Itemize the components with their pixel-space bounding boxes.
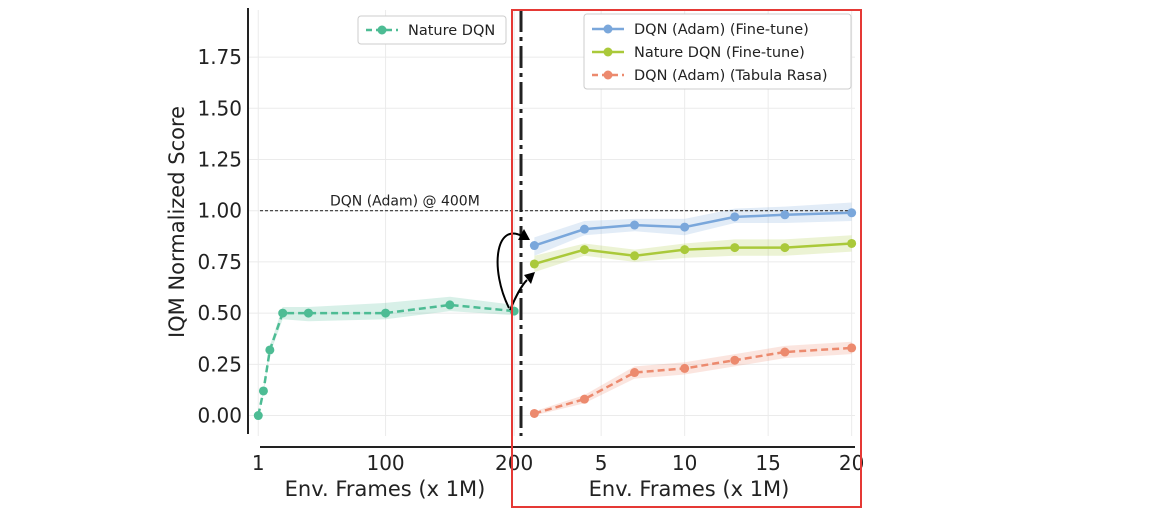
left-legend: Nature DQN — [357, 15, 507, 45]
data-point-nature-dqn — [265, 345, 275, 355]
axes-layer — [247, 8, 855, 448]
transfer-arrow-bottom-head — [524, 272, 535, 284]
y-tick-label: 1.00 — [197, 199, 242, 223]
y-tick-label: 0.00 — [197, 404, 242, 428]
left-legend-box — [357, 15, 507, 45]
right-x-axis-label: Env. Frames (x 1M) — [589, 477, 790, 501]
transfer-arrows — [496, 229, 535, 311]
data-point-nature-dqn-fine-tune — [847, 238, 857, 248]
data-point-dqn-adam-tabula-rasa — [730, 355, 740, 365]
band-nature-dqn-fine-tune — [534, 235, 852, 273]
x-tick-label: 100 — [366, 451, 404, 475]
data-point-dqn-adam-tabula-rasa — [579, 394, 589, 404]
data-point-nature-dqn-fine-tune — [780, 243, 790, 253]
legend-label-dqn-adam-finetune: DQN (Adam) (Fine-tune) — [634, 22, 809, 38]
legend-marker-nature-dqn-finetune — [603, 47, 613, 57]
legend-marker-dqn-adam-tabula-rasa — [603, 70, 613, 80]
data-point-nature-dqn — [253, 411, 263, 421]
data-point-nature-dqn — [278, 308, 288, 318]
data-point-dqn-adam-fine-tune — [680, 222, 690, 232]
transfer-arrow-top — [496, 232, 523, 309]
x-tick-label: 15 — [755, 451, 780, 475]
data-point-dqn-adam-fine-tune — [847, 208, 857, 218]
transfer-arrow-top-head — [518, 229, 530, 240]
y-tick-label: 0.25 — [197, 352, 242, 376]
reference-line-label: DQN (Adam) @ 400M — [330, 194, 480, 210]
data-point-dqn-adam-fine-tune — [780, 210, 790, 220]
y-axis-label: IQM Normalized Score — [165, 106, 189, 338]
ticks-layer: 0.00 0.25 0.50 0.75 1.00 1.25 1.50 1.75 1 100 200 5… — [197, 45, 864, 475]
data-point-nature-dqn — [303, 308, 313, 318]
points-layer — [253, 208, 857, 421]
data-point-dqn-adam-tabula-rasa — [680, 363, 690, 373]
x-tick-label: 5 — [595, 451, 608, 475]
data-point-nature-dqn — [381, 308, 391, 318]
band-dqn-adam-tabula-rasa — [534, 341, 852, 416]
y-tick-label: 1.75 — [197, 45, 242, 69]
data-point-dqn-adam-fine-tune — [579, 224, 589, 234]
y-tick-label: 1.50 — [197, 96, 242, 120]
data-point-dqn-adam-tabula-rasa — [780, 347, 790, 357]
data-point-dqn-adam-fine-tune — [730, 212, 740, 222]
y-tick-label: 0.75 — [197, 250, 242, 274]
x-tick-label: 10 — [672, 451, 697, 475]
data-point-nature-dqn — [445, 300, 455, 310]
data-point-dqn-adam-tabula-rasa — [847, 343, 857, 353]
data-point-nature-dqn-fine-tune — [579, 245, 589, 255]
legend-label-nature-dqn: Nature DQN — [408, 23, 495, 39]
y-tick-label: 1.25 — [197, 148, 242, 172]
legend-marker-dqn-adam-finetune — [603, 24, 613, 34]
data-point-nature-dqn-fine-tune — [730, 243, 740, 253]
highlight-box — [511, 9, 862, 508]
data-point-dqn-adam-fine-tune — [630, 220, 640, 230]
y-tick-label: 0.50 — [197, 301, 242, 325]
legend-marker-nature-dqn — [377, 25, 387, 35]
data-point-nature-dqn-fine-tune — [529, 259, 539, 269]
series-line-nature-dqn — [257, 303, 515, 416]
x-tick-label: 1 — [252, 451, 265, 475]
bands-layer — [258, 202, 852, 416]
right-legend: DQN (Adam) (Fine-tune) Nature DQN (Fine-… — [583, 13, 852, 90]
data-point-dqn-adam-fine-tune — [529, 241, 539, 251]
data-point-nature-dqn-fine-tune — [680, 245, 690, 255]
data-point-nature-dqn — [258, 386, 268, 396]
right-legend-box — [583, 13, 852, 90]
data-point-dqn-adam-tabula-rasa — [630, 368, 640, 378]
x-tick-label: 200 — [495, 451, 533, 475]
legend-label-nature-dqn-finetune: Nature DQN (Fine-tune) — [634, 45, 805, 61]
legend-label-dqn-adam-tabula-rasa: DQN (Adam) (Tabula Rasa) — [634, 68, 828, 84]
left-x-axis-label: Env. Frames (x 1M) — [285, 477, 486, 501]
data-point-nature-dqn-fine-tune — [630, 251, 640, 261]
data-point-dqn-adam-tabula-rasa — [529, 408, 539, 418]
